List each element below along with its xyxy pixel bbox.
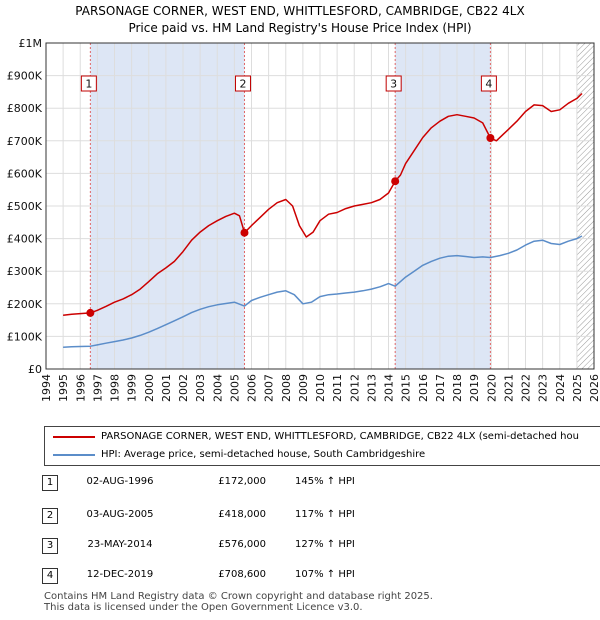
legend-swatch-property <box>53 436 95 438</box>
x-tick-label: 2006 <box>246 374 259 402</box>
x-tick-label: 2022 <box>520 374 533 402</box>
sale-marker-box <box>80 75 97 92</box>
sale-point <box>391 177 400 186</box>
x-tick-label: 2016 <box>417 374 430 402</box>
series-line-property <box>63 92 583 316</box>
chart-title: PARSONAGE CORNER, WEST END, WHITTLESFORD… <box>0 3 600 37</box>
x-tick-label: 2019 <box>468 374 481 402</box>
plot-frame <box>45 42 595 370</box>
sale-number: 1 <box>42 475 58 491</box>
x-tick-label: 1998 <box>109 374 122 402</box>
x-tick-label: 2013 <box>365 374 378 402</box>
sale-hpi-change: 117% ↑ HPI <box>295 509 355 520</box>
sale-marker-label: 4 <box>485 78 492 91</box>
table-row: 1 02-AUG-1996 £172,000 145% ↑ HPI <box>0 473 600 493</box>
sale-marker-box <box>234 75 251 92</box>
y-tick-label: £1M <box>19 37 43 50</box>
sale-marker-box <box>385 75 402 92</box>
x-tick-label: 2020 <box>485 374 498 402</box>
table-row: 4 12-DEC-2019 £708,600 107% ↑ HPI <box>0 566 600 586</box>
x-tick-label: 1995 <box>57 374 70 402</box>
sale-marker-label: 3 <box>390 78 397 91</box>
sale-number: 3 <box>42 538 58 554</box>
price-chart: £0 £100K £200K £300K £400K £500K £600K £700K £80… <box>7 37 600 402</box>
footer-line-2: This data is licensed under the Open Gov… <box>44 602 363 613</box>
y-tick-label: £900K <box>7 70 43 83</box>
x-tick-label: 2026 <box>588 374 600 402</box>
x-tick-label: 2005 <box>228 374 241 402</box>
series-lines <box>63 92 583 348</box>
sale-point <box>86 308 95 317</box>
y-tick-label: £400K <box>7 233 43 246</box>
sale-hpi-change: 145% ↑ HPI <box>295 476 355 487</box>
x-tick-label: 1999 <box>126 374 139 402</box>
axes <box>45 42 595 370</box>
y-tick-label: £700K <box>7 135 43 148</box>
x-tick-label: 2018 <box>451 374 464 402</box>
sale-price: £576,000 <box>218 539 266 550</box>
sale-point <box>240 228 249 237</box>
sale-price: £708,600 <box>218 569 266 580</box>
x-tick-label: 2023 <box>537 374 550 402</box>
footer-attribution: Contains HM Land Registry data © Crown c… <box>44 591 433 613</box>
x-tick-label: 2021 <box>502 374 515 402</box>
x-tick-label: 1994 <box>40 374 53 402</box>
sale-marker-label: 1 <box>85 78 92 91</box>
x-tick-label: 2004 <box>211 374 224 402</box>
title-line-2: Price paid vs. HM Land Registry's House … <box>128 21 472 35</box>
sale-number: 2 <box>42 508 58 524</box>
x-tick-label: 2009 <box>297 374 310 402</box>
x-tick-label: 2025 <box>571 374 584 402</box>
x-tick-label: 2002 <box>177 374 190 402</box>
x-tick-label: 2001 <box>160 374 173 402</box>
x-tick-label: 2000 <box>143 374 156 402</box>
x-tick-label: 2010 <box>314 374 327 402</box>
table-row: 3 23-MAY-2014 £576,000 127% ↑ HPI <box>0 536 600 556</box>
x-tick-label: 2017 <box>434 374 447 402</box>
sale-hpi-change: 127% ↑ HPI <box>295 539 355 550</box>
sale-date: 23-MAY-2014 <box>87 539 153 550</box>
y-tick-label: £300K <box>7 265 43 278</box>
footer-line-1: Contains HM Land Registry data © Crown c… <box>44 591 433 602</box>
x-tick-label: 2014 <box>383 374 396 402</box>
sale-date: 03-AUG-2005 <box>86 509 154 520</box>
sale-marker-box <box>480 75 497 92</box>
sale-price: £172,000 <box>218 476 266 487</box>
sale-date: 02-AUG-1996 <box>86 476 154 487</box>
x-tick-label: 1996 <box>74 374 87 402</box>
sale-point <box>486 133 495 142</box>
x-tick-label: 2015 <box>400 374 413 402</box>
series-line-hpi <box>63 235 583 348</box>
tick-labels: £0 £100K £200K £300K £400K £500K £600K £700K £80… <box>7 37 600 402</box>
sale-price: £418,000 <box>218 509 266 520</box>
legend-label-hpi: HPI: Average price, semi-detached house,… <box>101 449 426 460</box>
legend: PARSONAGE CORNER, WEST END, WHITTLESFORD… <box>44 426 600 466</box>
x-tick-label: 2008 <box>280 374 293 402</box>
sale-number: 4 <box>42 568 58 584</box>
sale-markers: 1 2 3 4 <box>80 75 497 317</box>
legend-label-property: PARSONAGE CORNER, WEST END, WHITTLESFORD… <box>101 431 579 442</box>
x-tick-label: 1997 <box>91 374 104 402</box>
x-tick-label: 2007 <box>263 374 276 402</box>
y-tick-label: £800K <box>7 102 43 115</box>
y-tick-label: £100K <box>7 330 43 343</box>
y-tick-label: £600K <box>7 167 43 180</box>
legend-swatch-hpi <box>53 454 95 456</box>
x-tick-label: 2003 <box>194 374 207 402</box>
title-line-1: PARSONAGE CORNER, WEST END, WHITTLESFORD… <box>75 4 525 18</box>
table-row: 2 03-AUG-2005 £418,000 117% ↑ HPI <box>0 506 600 526</box>
sale-hpi-change: 107% ↑ HPI <box>295 569 355 580</box>
x-tick-label: 2011 <box>331 374 344 402</box>
sale-date: 12-DEC-2019 <box>86 569 154 580</box>
x-tick-label: 2024 <box>554 374 567 402</box>
y-tick-label: £500K <box>7 200 43 213</box>
x-tick-label: 2012 <box>348 374 361 402</box>
sale-marker-label: 2 <box>239 78 246 91</box>
y-tick-label: £0 <box>28 363 42 376</box>
y-tick-label: £200K <box>7 298 43 311</box>
